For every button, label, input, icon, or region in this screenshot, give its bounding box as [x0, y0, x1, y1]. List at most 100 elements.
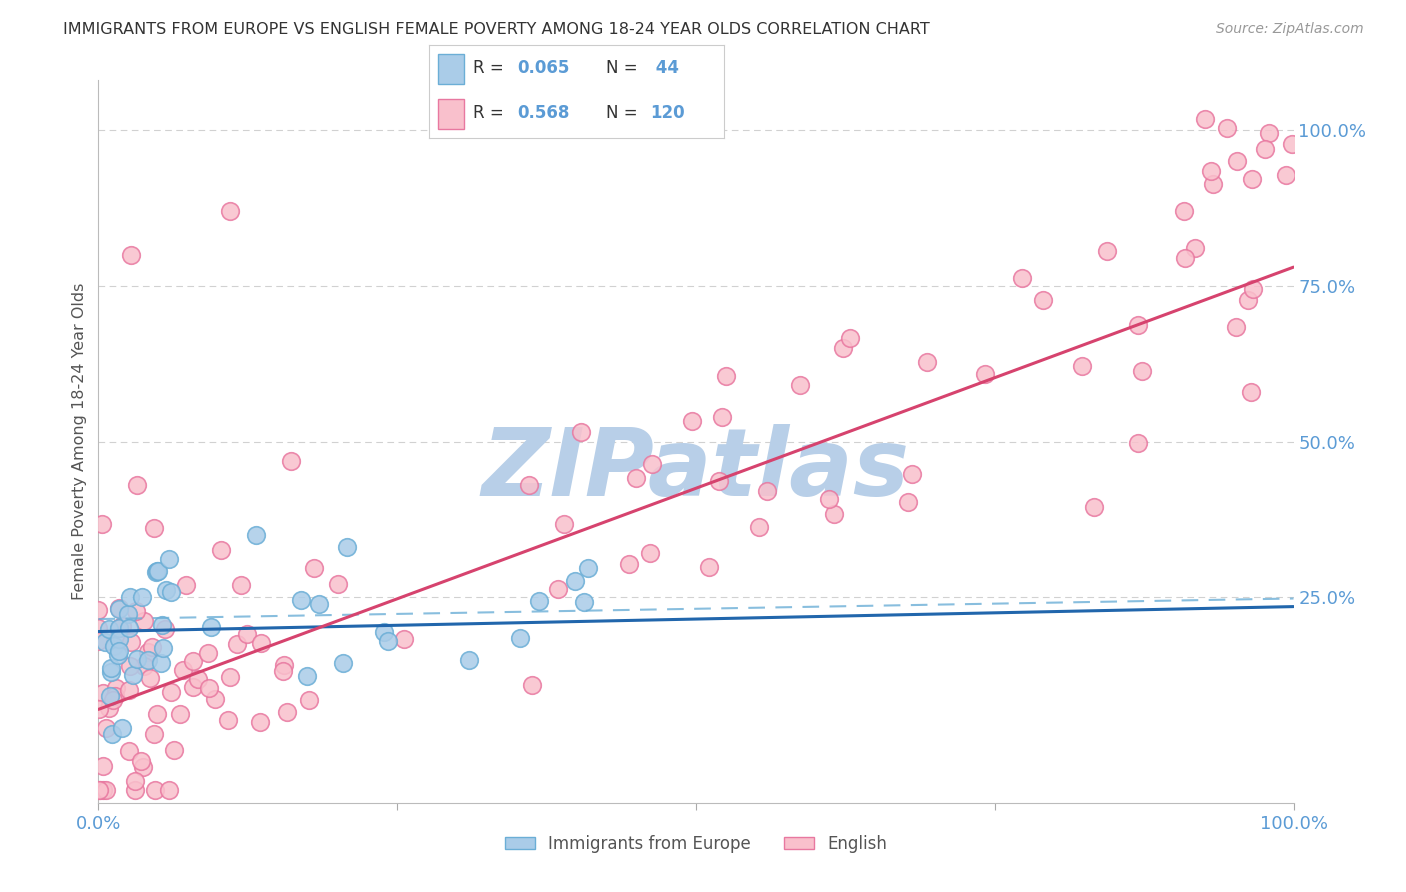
Point: [174, 578, 197, 592]
Point: [564, 574, 586, 589]
Point: [108, 621, 131, 635]
Legend: Immigrants from Europe, English: Immigrants from Europe, English: [498, 828, 894, 860]
Point: [169, 706, 191, 721]
Point: [91, 686, 114, 700]
Point: [1216, 120, 1239, 135]
Point: [103, 639, 125, 653]
Point: [197, 646, 219, 660]
Point: [143, 783, 166, 797]
Point: [392, 632, 415, 647]
Point: [336, 541, 359, 555]
Text: N =: N =: [606, 104, 643, 122]
Point: [377, 634, 399, 648]
Point: [160, 585, 183, 599]
Point: [138, 653, 160, 667]
Point: [517, 478, 540, 492]
FancyBboxPatch shape: [437, 54, 464, 84]
Point: [107, 600, 129, 615]
Point: [125, 604, 148, 618]
Point: [97, 622, 120, 636]
Point: [155, 622, 177, 636]
Point: [87, 633, 110, 648]
Point: [108, 632, 131, 646]
Point: [150, 657, 173, 671]
Point: [121, 667, 143, 681]
Point: [87, 603, 110, 617]
Point: [229, 578, 252, 592]
FancyBboxPatch shape: [437, 99, 464, 129]
Point: [108, 602, 131, 616]
Point: [131, 590, 153, 604]
Point: [132, 614, 155, 628]
Point: [789, 378, 811, 392]
Point: [101, 727, 124, 741]
Text: IMMIGRANTS FROM EUROPE VS ENGLISH FEMALE POVERTY AMONG 18-24 YEAR OLDS CORRELATI: IMMIGRANTS FROM EUROPE VS ENGLISH FEMALE…: [63, 22, 929, 37]
Y-axis label: Female Poverty Among 18-24 Year Olds: Female Poverty Among 18-24 Year Olds: [72, 283, 87, 600]
Point: [157, 783, 180, 797]
Point: [219, 204, 242, 219]
Point: [823, 507, 845, 521]
Point: [707, 474, 730, 488]
Point: [1202, 177, 1225, 191]
Point: [87, 621, 110, 635]
Text: 0.065: 0.065: [517, 60, 569, 78]
Point: [157, 551, 180, 566]
Point: [547, 582, 569, 596]
Point: [172, 663, 194, 677]
Point: [250, 635, 273, 649]
Point: [332, 656, 354, 670]
Point: [87, 783, 110, 797]
Point: [304, 561, 326, 575]
Point: [124, 773, 146, 788]
Point: [100, 661, 122, 675]
Point: [132, 760, 155, 774]
Point: [326, 577, 349, 591]
Point: [527, 594, 550, 608]
Point: [217, 713, 239, 727]
Point: [105, 681, 128, 696]
Point: [569, 425, 592, 439]
Point: [576, 561, 599, 575]
Point: [107, 630, 129, 644]
Point: [225, 637, 247, 651]
Point: [1011, 271, 1033, 285]
Point: [1258, 126, 1281, 140]
Point: [218, 670, 240, 684]
Point: [1241, 172, 1264, 186]
Point: [160, 684, 183, 698]
Point: [104, 690, 127, 704]
Point: [1128, 318, 1150, 332]
Point: [89, 783, 111, 797]
Point: [1071, 359, 1094, 374]
Point: [143, 521, 166, 535]
Text: R =: R =: [472, 60, 509, 78]
Point: [626, 471, 648, 485]
Point: [93, 634, 115, 648]
Point: [297, 669, 319, 683]
Point: [117, 621, 139, 635]
Point: [124, 783, 146, 797]
Point: [152, 640, 174, 655]
Point: [146, 706, 169, 721]
Text: 0.568: 0.568: [517, 104, 569, 122]
Point: [897, 495, 920, 509]
Point: [118, 744, 141, 758]
Text: ZIPatlas: ZIPatlas: [482, 425, 910, 516]
Point: [572, 595, 595, 609]
Point: [94, 783, 117, 797]
Point: [1130, 363, 1153, 377]
Point: [245, 528, 267, 542]
Point: [87, 701, 110, 715]
Point: [641, 457, 664, 471]
Point: [141, 640, 163, 655]
Point: [280, 454, 302, 468]
Point: [127, 652, 149, 666]
Point: [96, 722, 118, 736]
Point: [108, 620, 131, 634]
Point: [198, 681, 221, 695]
Point: [1128, 436, 1150, 450]
Point: [145, 565, 167, 579]
Point: [901, 467, 924, 482]
Point: [617, 557, 640, 571]
Point: [100, 665, 122, 679]
